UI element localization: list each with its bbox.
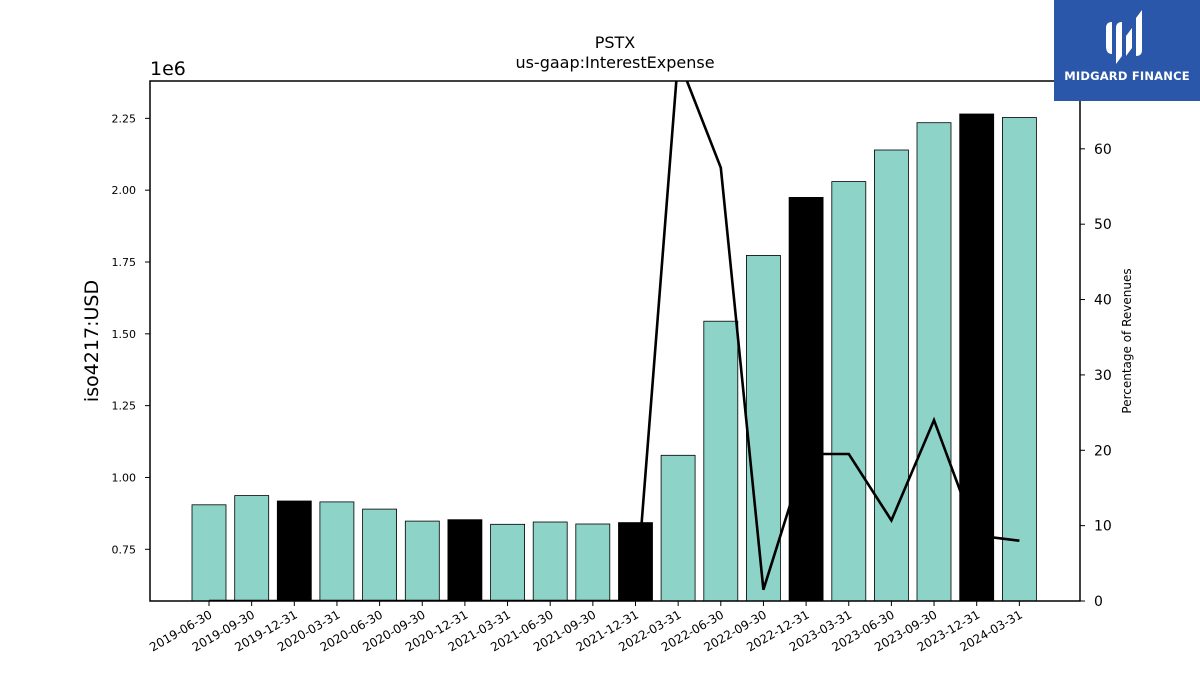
- bar-2021-03-31: [490, 523, 526, 602]
- y-axis-ticks: 0.75 1.00 1.25 1.50 1.75 2.00 2.25: [112, 112, 150, 556]
- y2-tick-label: 10: [1094, 519, 1112, 535]
- bar-2020-06-30: [362, 508, 398, 602]
- y2-tick-label: 40: [1094, 293, 1112, 309]
- percentage-line: [209, 81, 1020, 601]
- y-tick-label: 1.75: [112, 256, 137, 269]
- bar-2022-09-30: [746, 254, 781, 602]
- line-group: [209, 81, 1020, 601]
- bar-group: [191, 113, 1037, 602]
- brand-name: MIDGARD FINANCE: [1064, 69, 1190, 83]
- brand-logo: MIDGARD FINANCE: [1054, 0, 1200, 101]
- bar-2021-06-30: [532, 521, 568, 602]
- y-tick-label: 1.25: [112, 400, 137, 413]
- chart-title: PSTX: [595, 33, 636, 52]
- chart-subtitle: us-gaap:InterestExpense: [515, 53, 714, 72]
- bar-2022-03-31: [660, 454, 696, 602]
- bar-2023-06-30: [874, 149, 909, 602]
- bar-2021-09-30: [575, 523, 611, 602]
- y-tick-label: 1.50: [112, 328, 137, 341]
- y2-tick-label: 50: [1094, 217, 1112, 233]
- x-axis-ticks: 2019-06-302019-09-302019-12-312020-03-31…: [147, 601, 1025, 654]
- y2-axis-label: Percentage of Revenues: [1120, 268, 1134, 413]
- bar-2023-03-31: [831, 181, 867, 602]
- y2-tick-label: 20: [1094, 443, 1112, 459]
- bar-2020-03-31: [319, 501, 355, 602]
- y-axis-label: iso4217:USD: [81, 280, 103, 402]
- y-offset-label: 1e6: [150, 58, 186, 80]
- bar-2023-09-30: [916, 122, 952, 602]
- y2-tick-label: 30: [1094, 368, 1112, 384]
- brand-mark-icon: [1106, 10, 1142, 64]
- bar-2024-03-31: [1002, 117, 1037, 602]
- bar-2020-12-31: [447, 519, 483, 602]
- bar-2019-12-31: [276, 500, 312, 602]
- bar-2019-06-30: [191, 504, 227, 602]
- bar-2022-12-31: [788, 196, 824, 602]
- bar-2022-06-30: [703, 320, 739, 602]
- bar-2023-12-31: [959, 113, 995, 602]
- y2-axis-ticks: 0 10 20 30 40 50 60: [1080, 142, 1112, 610]
- plot-frame: [149, 80, 1081, 602]
- bar-2019-09-30: [234, 495, 270, 602]
- y2-tick-label: 0: [1094, 594, 1103, 610]
- y-tick-label: 0.75: [112, 543, 137, 556]
- y2-tick-label: 60: [1094, 142, 1112, 158]
- y-tick-label: 2.25: [112, 112, 137, 125]
- y-tick-label: 1.00: [112, 471, 137, 484]
- y-tick-label: 2.00: [112, 184, 137, 197]
- bar-2020-09-30: [404, 520, 440, 602]
